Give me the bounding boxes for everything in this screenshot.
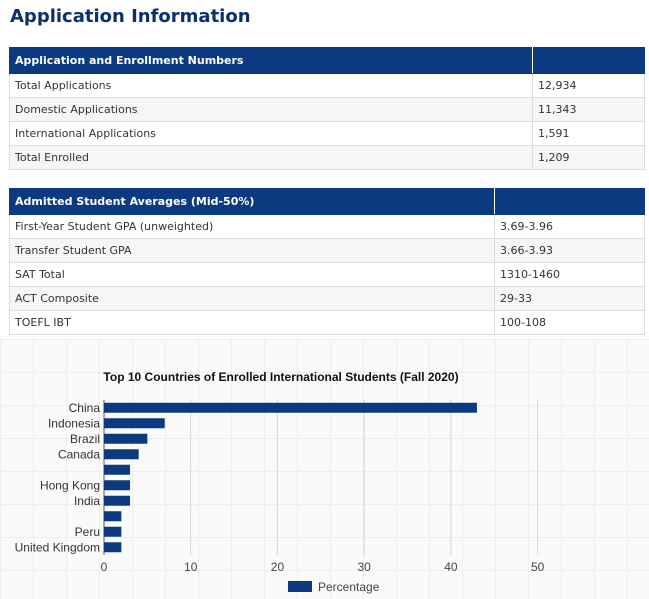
y-category-label: Indonesia	[48, 416, 100, 430]
y-category-label: Peru	[75, 525, 100, 539]
table-row: SAT Total 1310-1460	[9, 262, 645, 287]
y-category-label: India	[74, 494, 100, 508]
page-title: Application Information	[10, 6, 251, 27]
row-value: 11,343	[532, 97, 645, 122]
y-category-label: Hong Kong	[40, 478, 100, 492]
table-header: Admitted Student Averages (Mid-50%)	[9, 188, 495, 215]
row-label: Total Enrolled	[9, 145, 533, 170]
row-value: 12,934	[532, 73, 645, 98]
row-label: International Applications	[9, 121, 533, 146]
table-row: TOEFL IBT 100-108	[9, 310, 645, 335]
row-label: ACT Composite	[9, 286, 495, 311]
row-value: 1,591	[532, 121, 645, 146]
table-header	[532, 47, 645, 74]
table-row: ACT Composite 29-33	[9, 286, 645, 311]
table-header-row: Application and Enrollment Numbers	[9, 47, 645, 74]
international-students-bar-chart: Top 10 Countries of Enrolled Internation…	[15, 370, 545, 594]
bar	[104, 433, 148, 444]
row-label: Domestic Applications	[9, 97, 533, 122]
row-label: TOEFL IBT	[9, 310, 495, 335]
x-tick-label: 20	[271, 560, 285, 574]
row-label: Total Applications	[9, 73, 533, 98]
y-category-label: China	[69, 401, 101, 415]
bar	[104, 511, 122, 522]
bar	[104, 526, 122, 537]
table-row: First-Year Student GPA (unweighted) 3.69…	[9, 214, 645, 239]
table-row: Transfer Student GPA 3.66-3.93	[9, 238, 645, 263]
table-row: Domestic Applications 11,343	[9, 97, 645, 122]
chart-title: Top 10 Countries of Enrolled Internation…	[103, 370, 458, 384]
x-tick-label: 0	[101, 560, 108, 574]
x-tick-label: 30	[358, 560, 372, 574]
x-tick-label: 40	[444, 560, 458, 574]
row-value: 3.66-3.93	[494, 238, 645, 263]
table-row: International Applications 1,591	[9, 121, 645, 146]
legend-label: Percentage	[318, 580, 380, 594]
row-label: SAT Total	[9, 262, 495, 287]
bar	[104, 542, 122, 553]
chart-background	[0, 339, 649, 599]
table-header	[494, 188, 645, 215]
table-header-row: Admitted Student Averages (Mid-50%)	[9, 188, 645, 215]
bar	[104, 464, 131, 475]
row-label: Transfer Student GPA	[9, 238, 495, 263]
table-row: Total Enrolled 1,209	[9, 145, 645, 170]
x-tick-label: 10	[184, 560, 198, 574]
bar	[104, 495, 131, 506]
row-value: 100-108	[494, 310, 645, 335]
table-header: Application and Enrollment Numbers	[9, 47, 533, 74]
bar	[104, 449, 139, 460]
table-row: Total Applications 12,934	[9, 73, 645, 98]
legend-swatch	[288, 581, 312, 592]
row-label: First-Year Student GPA (unweighted)	[9, 214, 495, 239]
row-value: 1310-1460	[494, 262, 645, 287]
row-value: 29-33	[494, 286, 645, 311]
bar	[104, 480, 131, 491]
bar	[104, 418, 165, 429]
x-tick-label: 50	[531, 560, 545, 574]
y-category-label: Canada	[58, 447, 100, 461]
enrollment-table: Application and Enrollment Numbers Total…	[9, 47, 645, 170]
y-category-label: Brazil	[70, 432, 100, 446]
row-value: 1,209	[532, 145, 645, 170]
bar	[104, 402, 477, 413]
row-value: 3.69-3.96	[494, 214, 645, 239]
averages-table: Admitted Student Averages (Mid-50%) Firs…	[9, 188, 645, 335]
y-category-label: United Kingdom	[15, 540, 100, 554]
